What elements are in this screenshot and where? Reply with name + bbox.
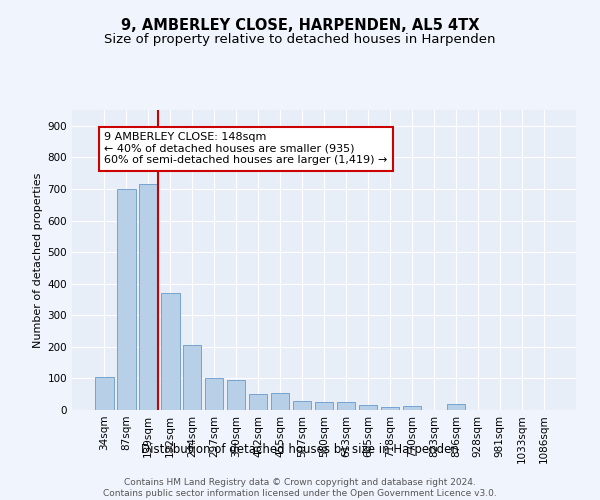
Bar [337,402,355,410]
Bar [205,378,223,410]
Bar [293,400,311,410]
Bar [446,404,465,410]
Bar [183,346,202,410]
Bar [314,402,334,410]
Text: Distribution of detached houses by size in Harpenden: Distribution of detached houses by size … [141,442,459,456]
Bar [117,189,136,410]
Bar [161,293,179,410]
Bar [403,406,421,410]
Bar [380,408,399,410]
Bar [227,380,245,410]
Text: Size of property relative to detached houses in Harpenden: Size of property relative to detached ho… [104,32,496,46]
Text: Contains HM Land Registry data © Crown copyright and database right 2024.
Contai: Contains HM Land Registry data © Crown c… [103,478,497,498]
Text: 9, AMBERLEY CLOSE, HARPENDEN, AL5 4TX: 9, AMBERLEY CLOSE, HARPENDEN, AL5 4TX [121,18,479,32]
Bar [359,406,377,410]
Text: 9 AMBERLEY CLOSE: 148sqm
← 40% of detached houses are smaller (935)
60% of semi-: 9 AMBERLEY CLOSE: 148sqm ← 40% of detach… [104,132,388,166]
Bar [249,394,268,410]
Bar [95,378,113,410]
Bar [271,392,289,410]
Bar [139,184,158,410]
Y-axis label: Number of detached properties: Number of detached properties [34,172,43,348]
